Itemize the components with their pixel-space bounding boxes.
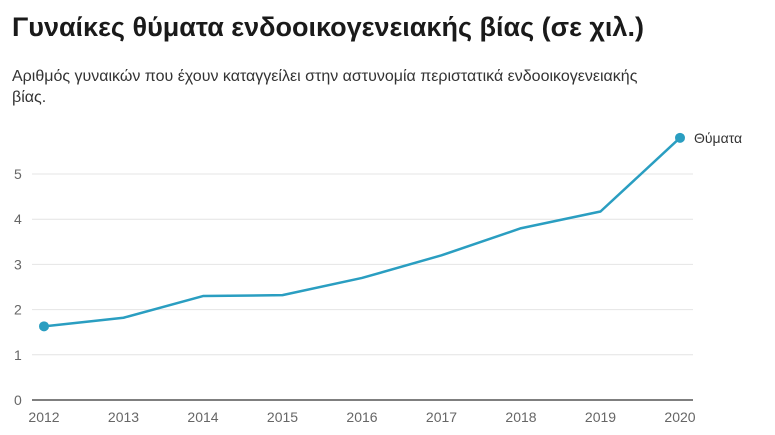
x-tick-label: 2015	[267, 409, 298, 425]
y-tick-label: 5	[14, 166, 22, 182]
data-point-end	[675, 132, 685, 143]
series-layer: Θύματα	[39, 130, 742, 332]
x-tick-label: 2014	[187, 409, 218, 425]
x-tick-label: 2020	[664, 409, 695, 425]
grid-lines	[32, 173, 693, 401]
y-tick-label: 4	[14, 211, 22, 227]
y-axis-ticks: 0 1 2 3 4 5	[14, 166, 22, 408]
x-tick-label: 2016	[346, 409, 377, 425]
chart-title: Γυναίκες θύματα ενδοοικογενειακής βίας (…	[12, 12, 644, 42]
y-tick-label: 1	[14, 347, 22, 363]
x-tick-label: 2013	[108, 409, 139, 425]
x-tick-label: 2012	[28, 409, 59, 425]
series-label: Θύματα	[694, 130, 742, 146]
y-tick-label: 2	[14, 302, 22, 318]
x-tick-label: 2017	[426, 409, 457, 425]
data-point-start	[39, 321, 49, 332]
x-axis-ticks: 2012 2013 2014 2015 2016 2017 2018 2019 2020	[28, 409, 695, 425]
x-tick-label: 2019	[585, 409, 616, 425]
y-tick-label: 0	[14, 392, 22, 408]
series-line	[42, 136, 682, 328]
x-tick-label: 2018	[505, 409, 536, 425]
chart-subtitle: Αριθμός γυναικών που έχουν καταγγείλει σ…	[12, 68, 638, 106]
y-tick-label: 3	[14, 256, 22, 272]
